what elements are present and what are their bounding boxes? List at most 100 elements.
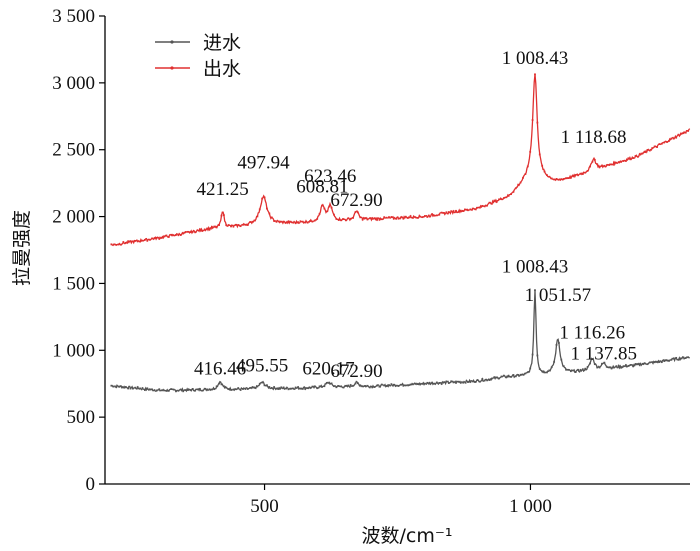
series-point [215, 385, 218, 388]
series-point [668, 140, 670, 142]
series-point [373, 386, 376, 388]
peak-label: 1 137.85 [571, 344, 638, 365]
series-point [163, 389, 165, 392]
series-point [366, 384, 369, 387]
series-point [158, 388, 161, 391]
series-point [462, 381, 465, 384]
series-point [184, 389, 187, 392]
series-point [555, 178, 558, 180]
series-point [323, 207, 326, 210]
series-point [567, 368, 570, 371]
series-point [282, 220, 285, 223]
series-point [656, 360, 658, 363]
series-point [261, 197, 264, 200]
series-point [237, 387, 240, 389]
series-point [431, 213, 433, 216]
series-point [385, 216, 388, 219]
series-point [531, 353, 534, 356]
series-point [376, 218, 378, 221]
series-point [397, 217, 400, 220]
series-point [239, 389, 242, 391]
legend-marker-inlet [170, 40, 174, 44]
series-point [122, 241, 125, 243]
legend-item-inlet: 进水 [155, 32, 241, 54]
series-point [625, 160, 627, 162]
series-point [617, 364, 620, 367]
series-point [297, 386, 299, 388]
series-point [428, 215, 431, 218]
series-point [426, 216, 429, 218]
series-point [175, 234, 177, 236]
series-point [560, 178, 563, 181]
series-point [416, 383, 419, 385]
series-point [335, 386, 338, 389]
series-point [220, 383, 223, 386]
series-point [577, 368, 579, 371]
series-point [330, 382, 333, 385]
series-point [340, 219, 343, 222]
series-point [565, 177, 567, 180]
series-point [481, 204, 484, 207]
series-1 [110, 73, 691, 247]
series-point [416, 216, 419, 219]
series-point [392, 383, 395, 386]
legend-item-outlet: 出水 [155, 58, 241, 80]
series-point [622, 365, 625, 368]
series-point [438, 213, 441, 216]
series-point [328, 381, 331, 384]
series-point [361, 218, 364, 221]
series-point [548, 175, 551, 178]
series-point [677, 358, 680, 361]
series-point [481, 378, 484, 380]
series-point [519, 373, 522, 376]
series-point [507, 194, 510, 197]
series-point [569, 370, 572, 373]
series-point [627, 364, 630, 367]
series-point [483, 379, 486, 382]
series-point [251, 386, 254, 388]
series-point [505, 196, 508, 199]
series-point [524, 372, 527, 375]
series-point [603, 164, 606, 167]
series-point [598, 166, 601, 169]
series-point [572, 369, 575, 372]
series-point [498, 198, 500, 201]
series-point [158, 237, 161, 240]
series-point [282, 386, 285, 389]
series-point [455, 381, 457, 384]
series-point [553, 360, 556, 363]
series-point [278, 220, 280, 223]
series-point [378, 218, 381, 221]
series-point [222, 214, 225, 217]
series-point [182, 232, 185, 235]
series-point [419, 215, 422, 218]
series-point [376, 384, 378, 387]
series-point [589, 165, 591, 168]
series-point [435, 381, 438, 384]
series-point [201, 230, 204, 232]
series-point [242, 388, 244, 390]
y-tick-label: 2 000 [52, 207, 95, 228]
series-point [526, 371, 529, 374]
series-point [648, 149, 651, 152]
series-point [462, 210, 465, 212]
series-point [601, 362, 603, 365]
series-point [124, 241, 127, 244]
series-point [402, 217, 405, 220]
peak-label: 1 051.57 [525, 285, 592, 306]
series-point [210, 388, 213, 391]
series-point [608, 164, 611, 166]
series-point [273, 386, 276, 388]
series-point [476, 379, 479, 381]
series-point [306, 387, 309, 390]
series-point [395, 217, 398, 220]
series-point [653, 361, 656, 364]
peak-label: 672.90 [330, 190, 382, 211]
series-point [333, 213, 335, 216]
series-point [445, 211, 448, 214]
series-point [567, 177, 570, 179]
series-point [258, 208, 261, 211]
series-point [167, 389, 170, 392]
series-point [474, 381, 477, 383]
